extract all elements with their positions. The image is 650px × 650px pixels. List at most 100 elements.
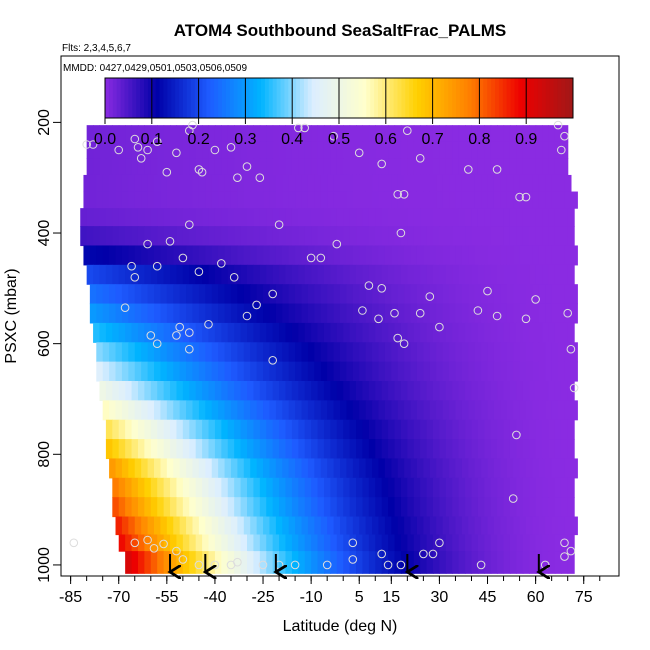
- heatmap-cell: [349, 381, 357, 401]
- heatmap-cell: [346, 342, 354, 363]
- heatmap-cell: [352, 458, 360, 479]
- heatmap-cell: [561, 322, 569, 343]
- heatmap-cell: [179, 174, 187, 193]
- heatmap-cell: [433, 439, 441, 460]
- sample-point: [364, 281, 374, 290]
- heatmap-cell: [346, 303, 354, 324]
- heatmap-cell: [154, 284, 162, 305]
- heatmap-cell: [429, 191, 437, 209]
- heatmap-cell: [481, 174, 489, 193]
- sample-point: [476, 560, 486, 570]
- heatmap-cell: [141, 245, 149, 266]
- colorbar-segment: [452, 78, 457, 118]
- heatmap-cell: [458, 439, 466, 460]
- heatmap-cell: [150, 381, 158, 401]
- heatmap-cell: [170, 226, 178, 247]
- heatmap-cell: [439, 208, 447, 227]
- heatmap-cell: [198, 284, 206, 305]
- heatmap-cell: [474, 174, 482, 193]
- heatmap-cell: [320, 458, 328, 479]
- heatmap-cell: [259, 322, 267, 343]
- heatmap-cell: [468, 361, 476, 382]
- heatmap-cell: [320, 191, 328, 209]
- heatmap-cell: [279, 419, 287, 440]
- heatmap-cell: [336, 439, 344, 460]
- heatmap-cell: [253, 497, 261, 518]
- heatmap-cell: [211, 245, 219, 266]
- sample-point: [69, 538, 79, 548]
- heatmap-cell: [192, 516, 200, 536]
- heatmap-cell: [330, 497, 338, 518]
- heatmap-cell: [227, 534, 235, 552]
- colorbar-segment: [175, 78, 180, 118]
- heatmap-cell: [272, 477, 280, 498]
- heatmap-cell: [465, 226, 473, 247]
- heatmap-cell: [301, 284, 309, 305]
- heatmap-cell: [307, 342, 315, 363]
- heatmap-cell: [301, 191, 309, 209]
- heatmap-cell: [404, 191, 412, 209]
- heatmap-cell: [240, 141, 248, 159]
- colorbar-segment: [526, 78, 531, 118]
- heatmap-cell: [526, 191, 534, 209]
- colorbar-ticks: 0.0 0.1 0.2 0.3 0.4 0.5 0.6 0.7 0.8 0.9: [94, 118, 537, 148]
- colorbar-tick-label: 0.4: [281, 131, 303, 148]
- heatmap-cell: [105, 264, 113, 285]
- heatmap-cell: [121, 516, 129, 536]
- heatmap-cell: [189, 158, 197, 176]
- heatmap-cell: [295, 458, 303, 479]
- heatmap-cell: [96, 191, 104, 209]
- heatmap-cell: [118, 264, 126, 285]
- heatmap-cell: [343, 381, 351, 401]
- heatmap-cell: [230, 191, 238, 209]
- heatmap-cell: [506, 458, 514, 479]
- heatmap-cell: [99, 208, 107, 227]
- heatmap-cell: [506, 516, 514, 536]
- heatmap-cell: [426, 208, 434, 227]
- heatmap-cell: [558, 458, 566, 479]
- heatmap-cell: [282, 245, 290, 266]
- heatmap-cell: [291, 419, 299, 440]
- heatmap-cell: [484, 264, 492, 285]
- heatmap-cell: [237, 361, 245, 382]
- heatmap-cell: [548, 226, 556, 247]
- heatmap-cell: [125, 534, 133, 552]
- heatmap-cell: [545, 174, 553, 193]
- heatmap-cell: [372, 400, 380, 421]
- heatmap-cell: [285, 439, 293, 460]
- colorbar-segment: [389, 78, 395, 118]
- heatmap-cell: [356, 534, 364, 552]
- heatmap-cell: [455, 458, 463, 479]
- heatmap-cell: [179, 245, 187, 266]
- heatmap-cell: [234, 381, 242, 401]
- colorbar-segment: [561, 78, 566, 118]
- heatmap-cell: [323, 208, 331, 227]
- heatmap-cell: [545, 191, 553, 209]
- heatmap-cell: [420, 497, 428, 518]
- heatmap-cell: [224, 516, 232, 536]
- heatmap-cell: [295, 303, 303, 324]
- heatmap-cell: [564, 284, 572, 305]
- heatmap-cell: [416, 174, 424, 193]
- heatmap-cell: [179, 516, 187, 536]
- heatmap-cell: [320, 284, 328, 305]
- heatmap-cell: [253, 551, 261, 574]
- heatmap-cell: [529, 125, 537, 143]
- heatmap-cell: [509, 534, 517, 552]
- heatmap-cell: [420, 125, 428, 143]
- heatmap-cell: [157, 264, 165, 285]
- heatmap-cell: [359, 284, 367, 305]
- heatmap-cell: [545, 342, 553, 363]
- heatmap-cell: [336, 322, 344, 343]
- heatmap-cell: [429, 174, 437, 193]
- heatmap-cell: [554, 125, 562, 143]
- heatmap-cell: [477, 158, 485, 176]
- heatmap-cell: [503, 439, 511, 460]
- heatmap-cell: [455, 303, 463, 324]
- heatmap-cell: [468, 342, 476, 363]
- heatmap-cell: [497, 264, 505, 285]
- sample-point: [435, 322, 444, 332]
- heatmap-cell: [253, 125, 261, 143]
- heatmap-cell: [125, 477, 133, 498]
- heatmap-cell: [128, 191, 136, 209]
